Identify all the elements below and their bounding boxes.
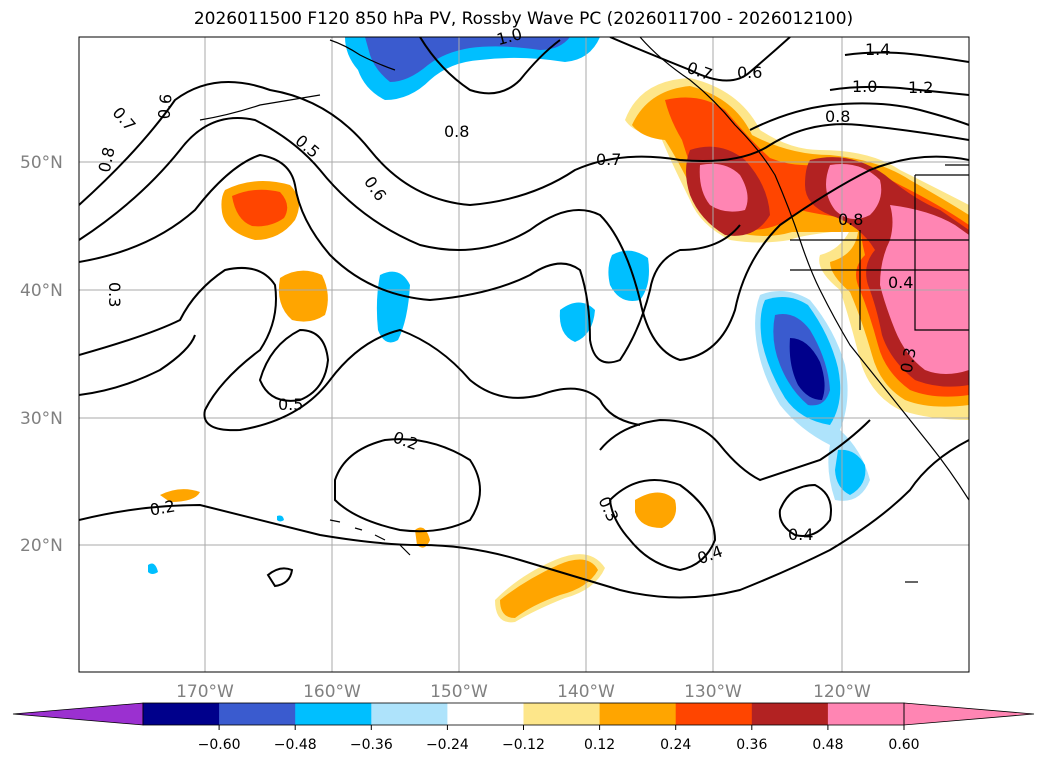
lon-labels: 170°W 160°W 150°W 140°W 130°W 120°W [176, 682, 871, 702]
colorbar-tick-label: 0.12 [584, 737, 615, 753]
contour-label: 0.3 [897, 346, 920, 374]
colorbar-swatch [827, 703, 905, 725]
colorbar-extend-min [12, 702, 144, 726]
lat-label: 50°N [20, 153, 63, 173]
anomaly-pos-135w [635, 492, 677, 528]
contour-label: 0.4 [788, 525, 813, 544]
colorbar-swatch [751, 703, 829, 725]
contour-label: 0.6 [737, 63, 762, 82]
lat-labels: 50°N 40°N 30°N 20°N [20, 153, 63, 556]
coastlines [199, 37, 969, 583]
anomaly-pos-165w [278, 270, 328, 322]
colorbar-tick-label: −0.36 [350, 737, 393, 753]
contour-label: 1.0 [852, 77, 877, 96]
colorbar-tick-label: 0.24 [660, 737, 691, 753]
lon-label: 160°W [303, 682, 361, 702]
lat-label: 20°N [20, 536, 63, 556]
contour-label: 0.6 [154, 93, 175, 120]
lon-label: 150°W [430, 682, 488, 702]
lat-label: 40°N [20, 281, 63, 301]
contour-label: 0.3 [105, 282, 124, 307]
lon-label: 120°W [813, 682, 871, 702]
colorbar-tick-label: −0.48 [274, 737, 317, 753]
contour-label: 0.4 [888, 273, 913, 292]
colorbar-tick-label: −0.60 [198, 737, 241, 753]
colorbar-swatch [675, 703, 753, 725]
plot-frame [78, 36, 970, 673]
colorbar-tick-label: 0.36 [736, 737, 767, 753]
contour-label: 1.4 [865, 40, 890, 59]
anomaly-pos-172w [160, 489, 200, 502]
colorbar-swatch [523, 703, 601, 725]
lon-label: 130°W [684, 682, 742, 702]
map-title: 2026011500 F120 850 hPa PV, Rossby Wave … [193, 9, 854, 29]
colorbar: −0.60 −0.48 −0.36 −0.24 −0.12 0.12 0.24 0.36 0.4… [12, 702, 1035, 753]
contour-label: 0.8 [838, 210, 863, 229]
contour-label: 0.5 [278, 395, 303, 414]
contour-label: 0.8 [444, 122, 469, 141]
colorbar-tick-label: 0.48 [812, 737, 843, 753]
contour-label: 0.8 [825, 107, 850, 126]
colorbar-extend-max [903, 702, 1035, 726]
colorbar-tick-label: −0.24 [426, 737, 469, 753]
contour-label: 0.8 [95, 145, 119, 174]
colorbar-swatch [447, 703, 524, 725]
lat-label: 30°N [20, 409, 63, 429]
lon-label: 170°W [176, 682, 234, 702]
colorbar-swatch [371, 703, 448, 725]
anomaly-neg-135w [608, 250, 649, 301]
colorbar-swatch [143, 703, 220, 725]
colorbar-swatch [219, 703, 296, 725]
colorbar-tick-label: 0.60 [888, 737, 919, 753]
lon-label: 140°W [557, 682, 615, 702]
contour-label: 1.2 [908, 78, 933, 97]
colorbar-swatch [295, 703, 372, 725]
contour-label: 0.2 [148, 496, 176, 519]
colorbar-swatch [599, 703, 677, 725]
colorbar-tick-label: −0.12 [502, 737, 545, 753]
contour-label: 0.7 [596, 150, 621, 169]
anomaly-pink-ne [699, 163, 969, 374]
pv-contours [79, 37, 969, 599]
